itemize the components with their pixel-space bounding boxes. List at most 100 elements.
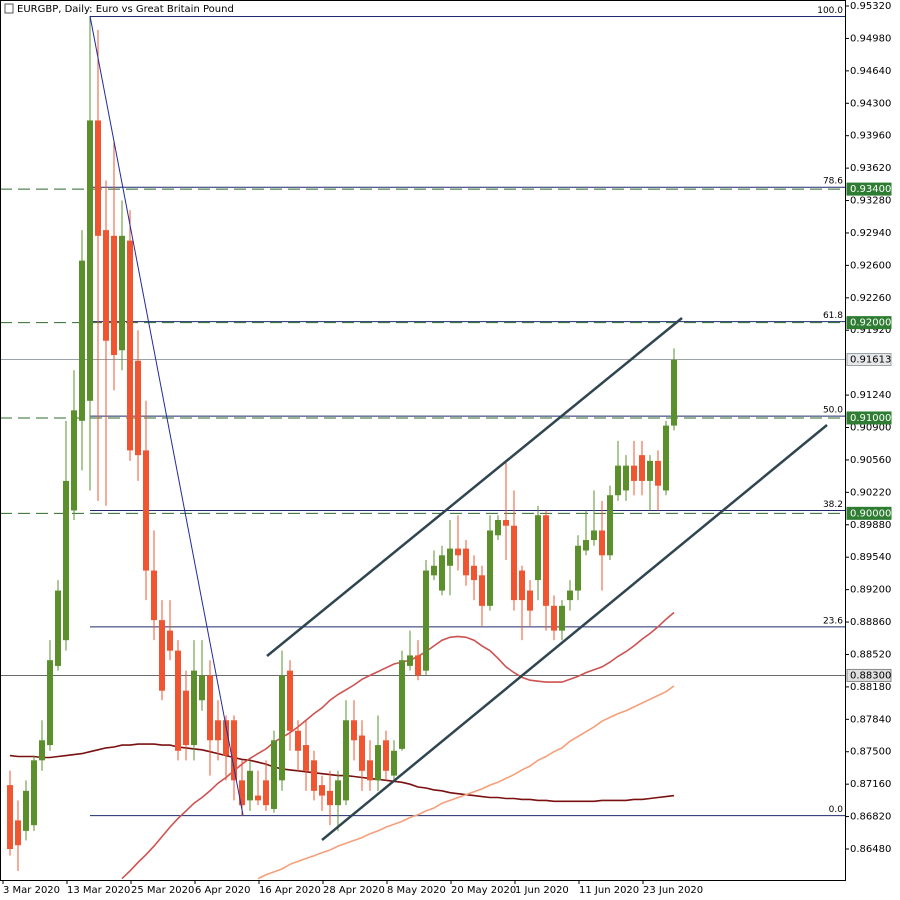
candle-body [399, 660, 405, 749]
x-tick-label: 1 Jun 2020 [515, 885, 569, 896]
candle-body [87, 120, 93, 401]
y-tick-label: 0.91240 [850, 390, 891, 401]
candle-body [591, 530, 597, 541]
price-box [846, 182, 892, 196]
plot-border [0, 0, 846, 881]
channel-lower [321, 424, 828, 841]
price-box-label: 0.90000 [850, 508, 891, 519]
channel-upper [266, 317, 683, 657]
candle-body [31, 760, 37, 826]
x-tick-label: 13 Mar 2020 [67, 885, 130, 896]
candle-body [215, 720, 221, 741]
candle-body [423, 570, 429, 671]
candle-body [415, 655, 421, 676]
candle-body [167, 630, 173, 651]
candle-body [15, 820, 21, 846]
candle-body [327, 790, 333, 806]
y-tick-label: 0.94980 [850, 33, 891, 44]
candle-body [103, 230, 109, 341]
price-box [846, 668, 892, 682]
x-tick-label: 25 Mar 2020 [131, 885, 194, 896]
price-box [846, 506, 892, 520]
y-tick-label: 0.87840 [850, 714, 891, 725]
candle-body [303, 745, 309, 771]
y-tick-label: 0.89200 [850, 585, 891, 596]
x-tick-label: 16 Apr 2020 [259, 885, 321, 896]
candle-body [343, 720, 349, 801]
candle-body [143, 450, 149, 571]
candle-body [151, 570, 157, 621]
candle-body [487, 530, 493, 606]
y-tick-label: 0.87160 [850, 779, 891, 790]
candle-body [183, 690, 189, 746]
candle-body [463, 548, 469, 576]
fib-label: 61.8 [823, 311, 843, 321]
y-tick-label: 0.91920 [850, 325, 891, 336]
price-box-label: 0.93400 [850, 184, 891, 195]
x-tick-label: 8 May 2020 [387, 885, 446, 896]
moving-average [9, 743, 675, 803]
candle-body [199, 675, 205, 701]
title-icon [4, 3, 14, 14]
candle-body [55, 590, 61, 666]
candle-body [567, 590, 573, 601]
candle-body [223, 720, 229, 756]
candle-body [599, 530, 605, 556]
candle-body [71, 410, 77, 511]
price-box-label: 0.92000 [850, 318, 891, 329]
candle-body [311, 760, 317, 791]
candle-body [279, 675, 285, 781]
candle-body [39, 740, 45, 761]
y-tick-label: 0.87500 [850, 747, 891, 758]
candle-body [583, 540, 589, 551]
candle-body [351, 720, 357, 741]
y-tick-label: 0.86820 [850, 812, 891, 823]
current-price-box [846, 353, 892, 367]
y-tick-label: 0.92260 [850, 293, 891, 304]
candle-body [671, 359, 677, 426]
chart-title: EURGBP, Daily: Euro vs Great Britain Pou… [17, 4, 234, 15]
x-tick-label: 11 Jun 2020 [579, 885, 639, 896]
candle-body [319, 785, 325, 796]
candle-body [455, 548, 461, 556]
price-box-label: 0.88300 [850, 670, 891, 681]
y-tick-label: 0.89540 [850, 552, 891, 563]
candle-body [239, 780, 245, 806]
price-box-label: 0.91000 [850, 413, 891, 424]
candle-body [479, 575, 485, 606]
candle-body [655, 460, 661, 486]
candle-body [559, 605, 565, 631]
candle-body [23, 790, 29, 831]
x-tick-label: 28 Apr 2020 [323, 885, 385, 896]
y-tick-label: 0.94300 [850, 98, 891, 109]
candle-body [135, 360, 141, 456]
candle-body [367, 760, 373, 781]
y-tick-label: 0.88860 [850, 617, 891, 628]
candle-body [247, 770, 253, 801]
candle-body [575, 545, 581, 591]
price-box [846, 411, 892, 425]
candle-body [615, 465, 621, 496]
x-tick-label: 20 May 2020 [451, 885, 516, 896]
fib-label: 38.2 [823, 500, 843, 510]
candle-body [231, 720, 237, 781]
candle-body [471, 565, 477, 581]
y-tick-label: 0.93280 [850, 196, 891, 207]
y-tick-label: 0.93960 [850, 131, 891, 142]
candle-body [639, 455, 645, 481]
fib-label: 100.0 [817, 6, 843, 16]
candle-body [551, 605, 557, 631]
candle-body [495, 520, 501, 536]
y-tick-label: 0.92600 [850, 260, 891, 271]
candle-body [191, 670, 197, 746]
candle-body [207, 675, 213, 741]
candle-body [271, 740, 277, 809]
x-tick-label: 6 Apr 2020 [195, 885, 250, 896]
y-tick-label: 0.90900 [850, 423, 891, 434]
candle-body [511, 525, 517, 601]
y-tick-label: 0.90220 [850, 487, 891, 498]
fib-label: 0.0 [829, 805, 844, 815]
